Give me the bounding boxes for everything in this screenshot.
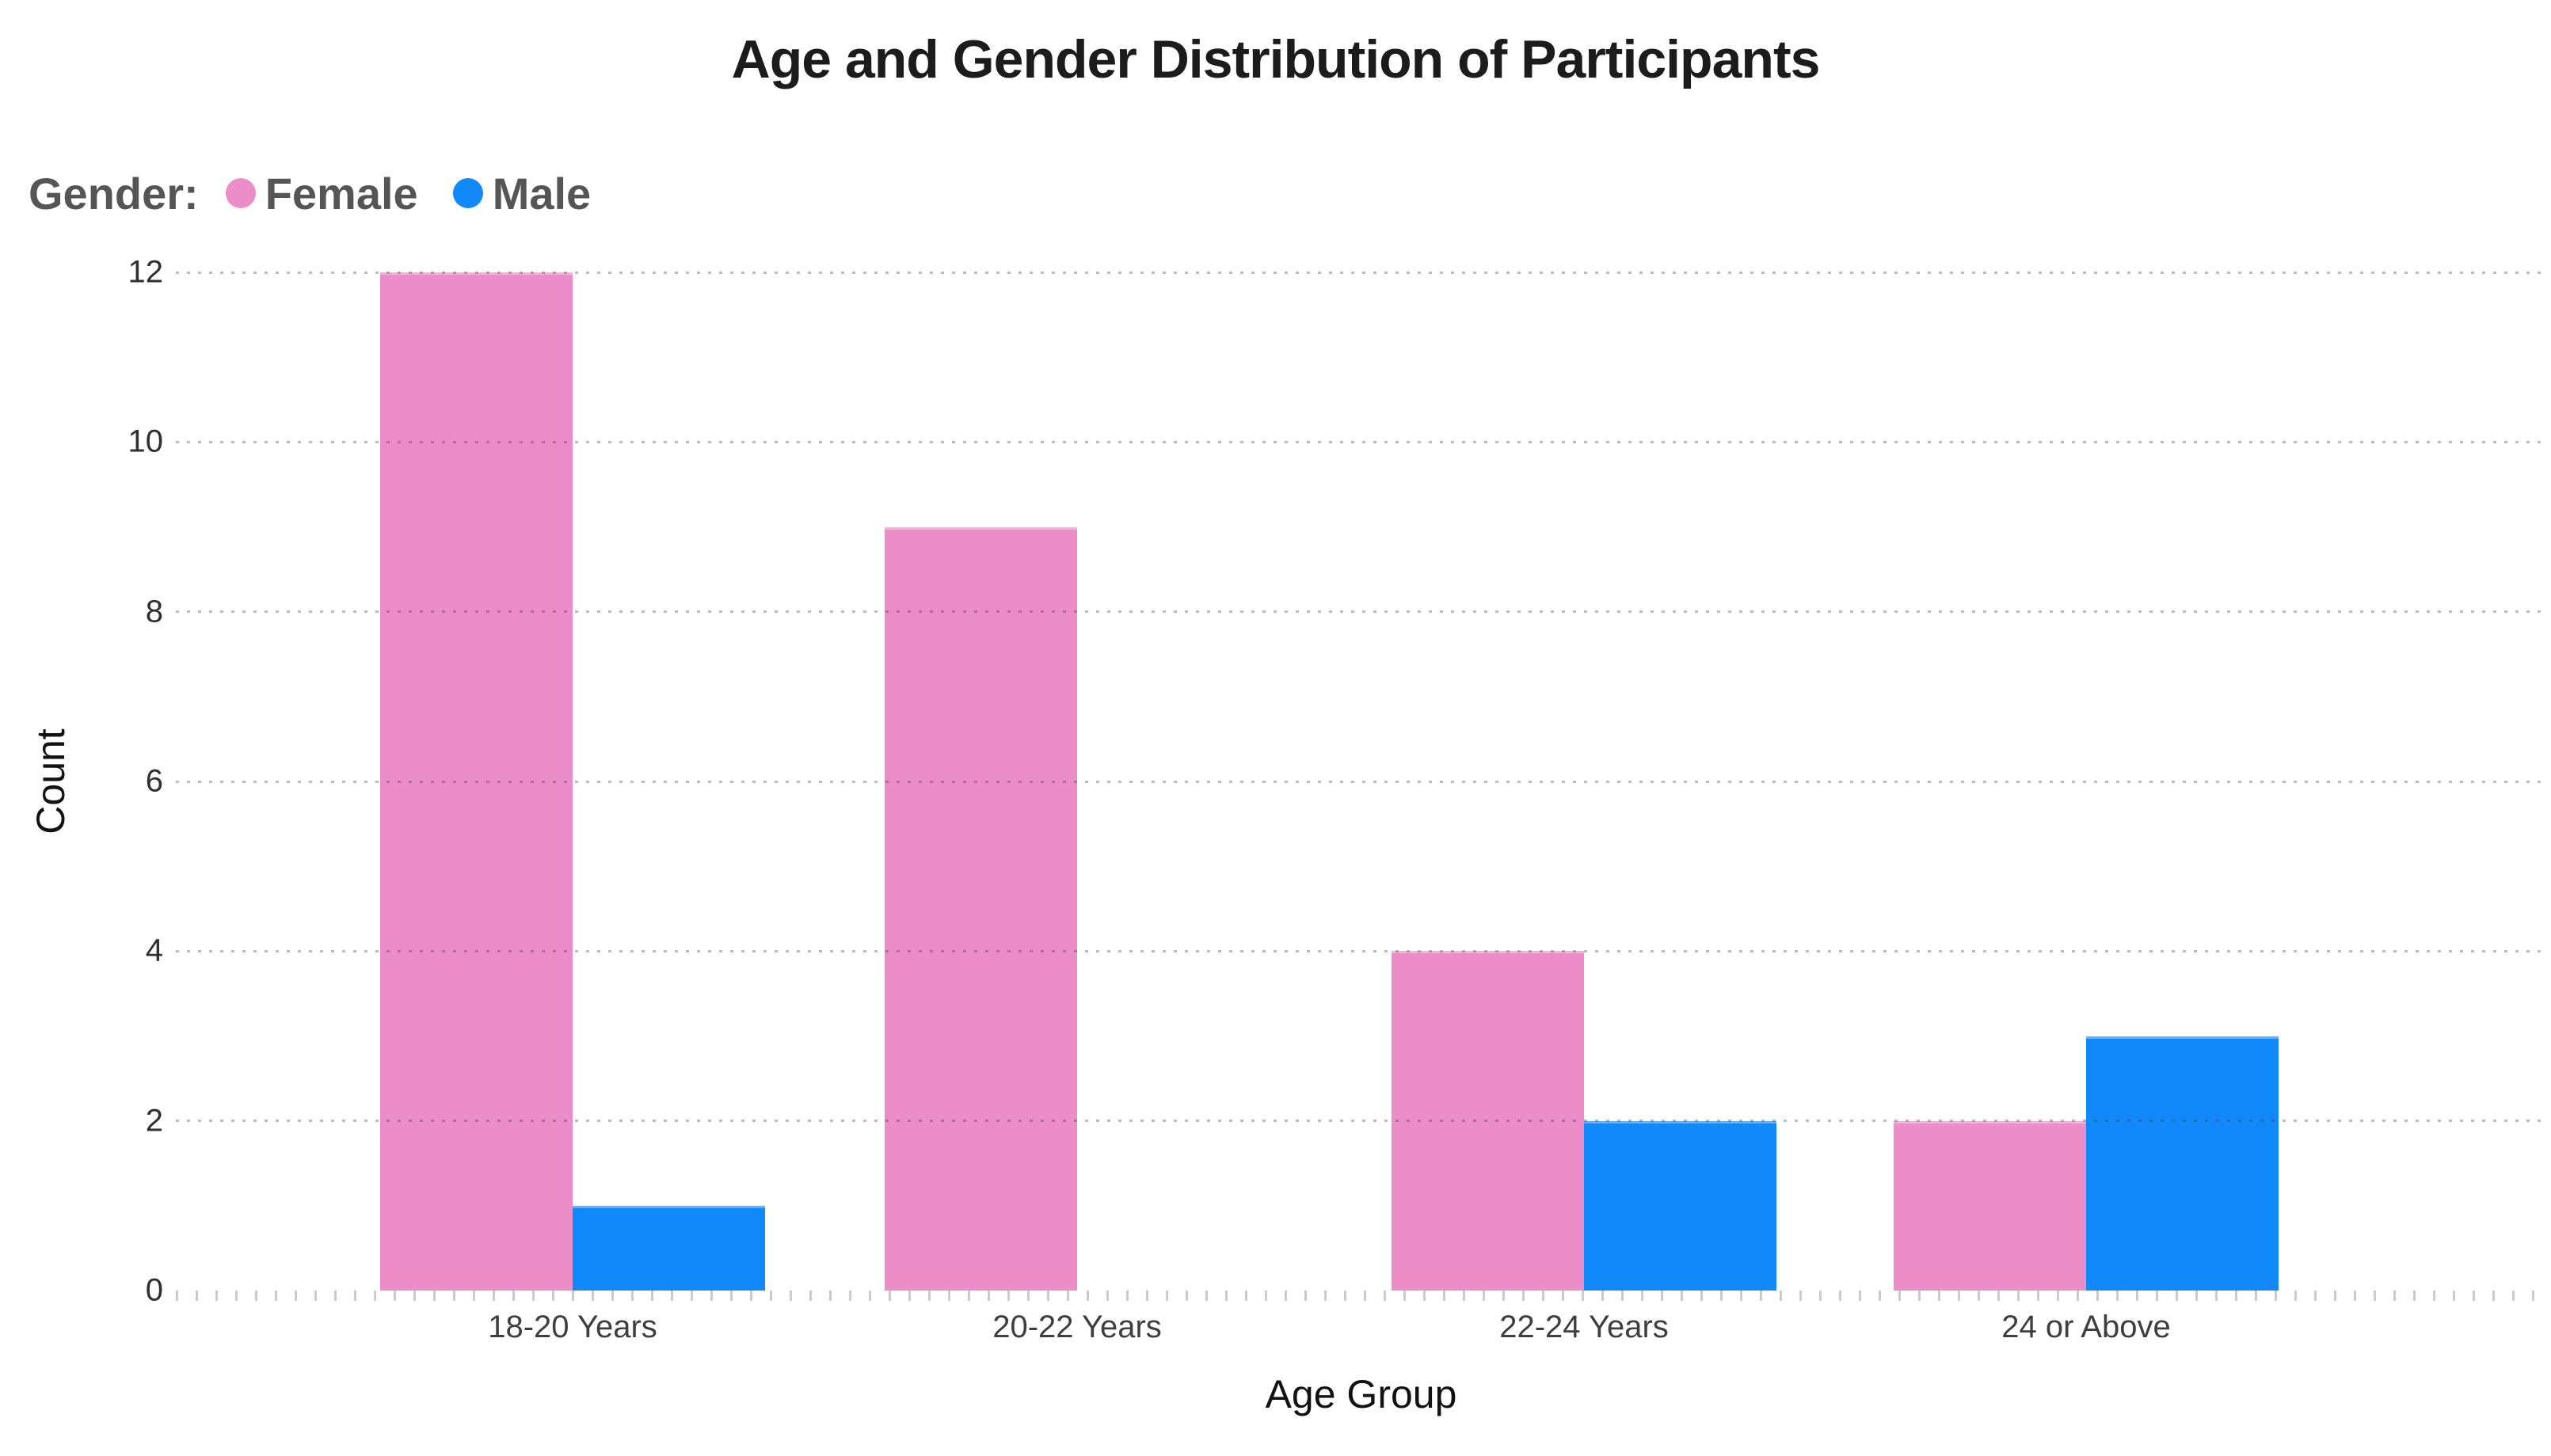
legend-items: Female Male — [225, 168, 592, 219]
x-tick-label-20-22-years: 20-22 Years — [992, 1310, 1162, 1344]
bar-male-22-24-years[interactable] — [1584, 1120, 1776, 1291]
plot-area — [176, 271, 2546, 1301]
bar-female-20-22-years[interactable] — [885, 527, 1077, 1291]
gridline-y-6 — [176, 780, 2546, 783]
y-tick-label-0: 0 — [145, 1272, 163, 1308]
bar-female-24-or-above[interactable] — [1894, 1120, 2086, 1291]
y-tick-label-10: 10 — [128, 424, 164, 459]
bar-female-18-20-years[interactable] — [380, 272, 573, 1291]
y-tick-label-2: 2 — [145, 1103, 163, 1139]
gridline-y-12 — [176, 271, 2546, 274]
legend-item-female[interactable]: Female — [225, 168, 418, 219]
gridline-y-4 — [176, 949, 2546, 952]
x-tick-label-22-24-years: 22-24 Years — [1499, 1310, 1669, 1344]
legend-title: Gender: — [29, 168, 199, 219]
legend-label-male: Male — [492, 168, 592, 219]
bar-female-22-24-years[interactable] — [1392, 951, 1584, 1291]
x-axis-minor-ticks — [176, 1291, 2546, 1301]
legend: Gender: Female Male — [29, 163, 591, 223]
x-axis-tick-labels: 18-20 Years 20-22 Years 22-24 Years 24 or A… — [176, 1308, 2546, 1355]
y-axis-tick-labels: 0 2 4 6 8 10 12 — [0, 255, 164, 1308]
legend-label-female: Female — [265, 168, 418, 219]
gridline-y-10 — [176, 440, 2546, 443]
legend-marker-male-icon — [452, 178, 483, 208]
x-axis-title: Age Group — [1265, 1372, 1457, 1416]
y-tick-label-4: 4 — [145, 933, 163, 968]
x-tick-label-24-or-above: 24 or Above — [2001, 1310, 2171, 1344]
y-tick-label-12: 12 — [128, 254, 164, 290]
y-tick-label-8: 8 — [145, 594, 163, 629]
y-tick-label-6: 6 — [145, 763, 163, 799]
x-tick-label-18-20-years: 18-20 Years — [488, 1310, 657, 1344]
gridline-y-8 — [176, 610, 2546, 614]
legend-marker-female-icon — [225, 178, 256, 208]
gridline-y-2 — [176, 1120, 2546, 1123]
bar-male-24-or-above[interactable] — [2086, 1036, 2279, 1291]
bar-male-18-20-years[interactable] — [573, 1205, 765, 1291]
legend-item-male[interactable]: Male — [452, 168, 592, 219]
chart-title: Age and Gender Distribution of Participa… — [731, 29, 1821, 89]
